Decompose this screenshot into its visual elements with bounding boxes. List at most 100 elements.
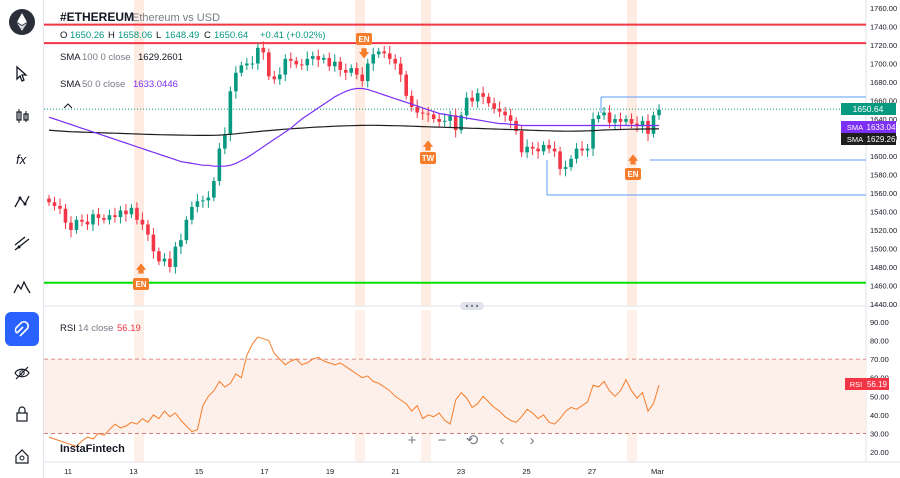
candle-body xyxy=(151,234,156,252)
scroll-right-icon[interactable]: › xyxy=(529,431,535,449)
zoom-in-icon[interactable]: + xyxy=(407,431,417,449)
function-icon[interactable]: fx xyxy=(6,143,38,175)
tw-marker[interactable]: 🡅 TW xyxy=(420,139,436,164)
en-marker[interactable]: 🡅 EN xyxy=(133,262,149,290)
ethereum-logo[interactable] xyxy=(9,9,35,35)
candle-body xyxy=(657,109,661,116)
pattern-icon[interactable] xyxy=(6,186,38,218)
candle-body xyxy=(519,131,524,153)
ohlc-h-label: H xyxy=(108,30,115,41)
candle-body xyxy=(343,69,348,73)
scroll-left-icon[interactable]: ‹ xyxy=(499,431,505,449)
sma50-legend-label: SMA xyxy=(60,79,81,90)
time-tick-label: 11 xyxy=(64,467,72,476)
candle-body xyxy=(437,119,441,122)
candle-body xyxy=(206,197,211,201)
rsi-tick-label: 50.00 xyxy=(870,392,889,401)
time-tick-label: 19 xyxy=(326,467,334,476)
time-tick-label: Mar xyxy=(651,467,664,476)
candle-body xyxy=(228,91,233,135)
range-box-upper[interactable] xyxy=(600,96,866,161)
candle-body xyxy=(354,68,359,75)
candle-body xyxy=(316,56,321,60)
mountain-icon[interactable] xyxy=(6,271,38,303)
rsi-band-zone xyxy=(44,359,866,434)
lock-icon[interactable] xyxy=(6,398,38,430)
en-marker-label: EN xyxy=(135,280,146,289)
rsi-legend-params: 14 close xyxy=(78,323,113,334)
ohlc-c-label: C xyxy=(204,30,211,41)
price-tick-label: 1760.00 xyxy=(870,4,897,13)
home-icon[interactable] xyxy=(6,440,38,472)
candle-body xyxy=(299,64,304,66)
rsi-tick-label: 20.00 xyxy=(870,448,889,457)
chart-canvas[interactable]: 1760.001740.001720.001700.001680.001660.… xyxy=(44,0,900,478)
candle-body xyxy=(190,206,194,220)
candle-body xyxy=(278,74,282,80)
ohlc-h-value: 1658.06 xyxy=(118,30,152,41)
sma50-legend[interactable]: SMA 50 0 close 1633.0446 xyxy=(60,79,178,90)
candle-body xyxy=(124,210,128,215)
candle-body xyxy=(245,63,249,66)
last-price-value: 1650.64 xyxy=(853,104,884,114)
ohlc-l-value: 1648.49 xyxy=(165,30,199,41)
last-price-tag: 1650.64 xyxy=(841,103,896,115)
candle-body xyxy=(442,120,447,122)
candle-body xyxy=(371,54,376,64)
rsi-legend-label: RSI xyxy=(60,323,76,334)
sma100-price-tag: SMA 1629.26 xyxy=(841,133,896,145)
candle-body xyxy=(305,58,310,66)
sma100-legend[interactable]: SMA 100 0 close 1629.2601 xyxy=(60,52,183,63)
collapse-legend-button[interactable] xyxy=(63,103,73,109)
candle-body xyxy=(58,205,62,209)
price-tick-label: 1600.00 xyxy=(870,152,897,161)
candle-body xyxy=(558,151,562,169)
range-box-lower[interactable] xyxy=(546,160,866,196)
candle-body xyxy=(349,68,354,73)
candle-body xyxy=(607,112,612,123)
sma100-legend-params: 100 0 close xyxy=(82,52,131,63)
chart-navigation: + − ⟲ ‹ › xyxy=(398,426,546,454)
reset-icon[interactable]: ⟲ xyxy=(465,432,479,449)
candle-body xyxy=(294,60,299,65)
time-axis[interactable]: 11 13 15 17 19 21 23 25 27 Mar xyxy=(64,467,664,476)
candle-body xyxy=(574,148,579,159)
candle-body xyxy=(91,214,95,225)
price-change: +0.41 (+0.02%) xyxy=(260,30,326,41)
price-tick-label: 1480.00 xyxy=(870,263,897,272)
price-axis[interactable]: 1760.00 1740.00 1720.00 1700.00 1680.00 1660.… xyxy=(870,4,897,309)
symbol-name[interactable]: #ETHEREUM xyxy=(60,10,134,24)
candle-body xyxy=(646,120,650,134)
magnet-icon[interactable] xyxy=(5,312,39,346)
time-tick-label: 21 xyxy=(391,467,399,476)
candle-body xyxy=(569,158,573,168)
candles-series xyxy=(47,41,661,274)
candle-body xyxy=(475,93,480,102)
svg-text:fx: fx xyxy=(16,152,27,167)
candle-body xyxy=(217,148,222,181)
en-marker-label: EN xyxy=(627,170,638,179)
zoom-out-icon[interactable]: − xyxy=(437,431,447,449)
candle-body xyxy=(135,207,139,220)
price-tick-label: 1640.00 xyxy=(870,115,897,124)
candle-body xyxy=(69,222,73,230)
sma50-line xyxy=(48,87,659,167)
candle-body xyxy=(47,198,51,203)
candle-body xyxy=(107,215,112,220)
rsi-line xyxy=(48,336,660,447)
candle-body xyxy=(272,76,277,80)
trendline-icon[interactable] xyxy=(6,228,38,260)
en-marker[interactable]: 🡅 EN xyxy=(625,153,641,180)
en-marker[interactable]: EN 🡇 xyxy=(356,33,372,60)
candle-body xyxy=(365,63,370,82)
candles-icon[interactable] xyxy=(6,100,38,132)
candle-body xyxy=(140,219,145,225)
rsi-legend[interactable]: RSI 14 close 56.19 xyxy=(60,323,141,334)
svg-text:🡅: 🡅 xyxy=(422,139,433,152)
event-band xyxy=(355,0,365,306)
tw-marker-label: TW xyxy=(422,154,435,163)
visibility-icon[interactable] xyxy=(6,357,38,389)
candle-body xyxy=(552,148,557,152)
cursor-icon[interactable] xyxy=(6,58,38,90)
pane-resize-handle[interactable] xyxy=(460,302,484,310)
